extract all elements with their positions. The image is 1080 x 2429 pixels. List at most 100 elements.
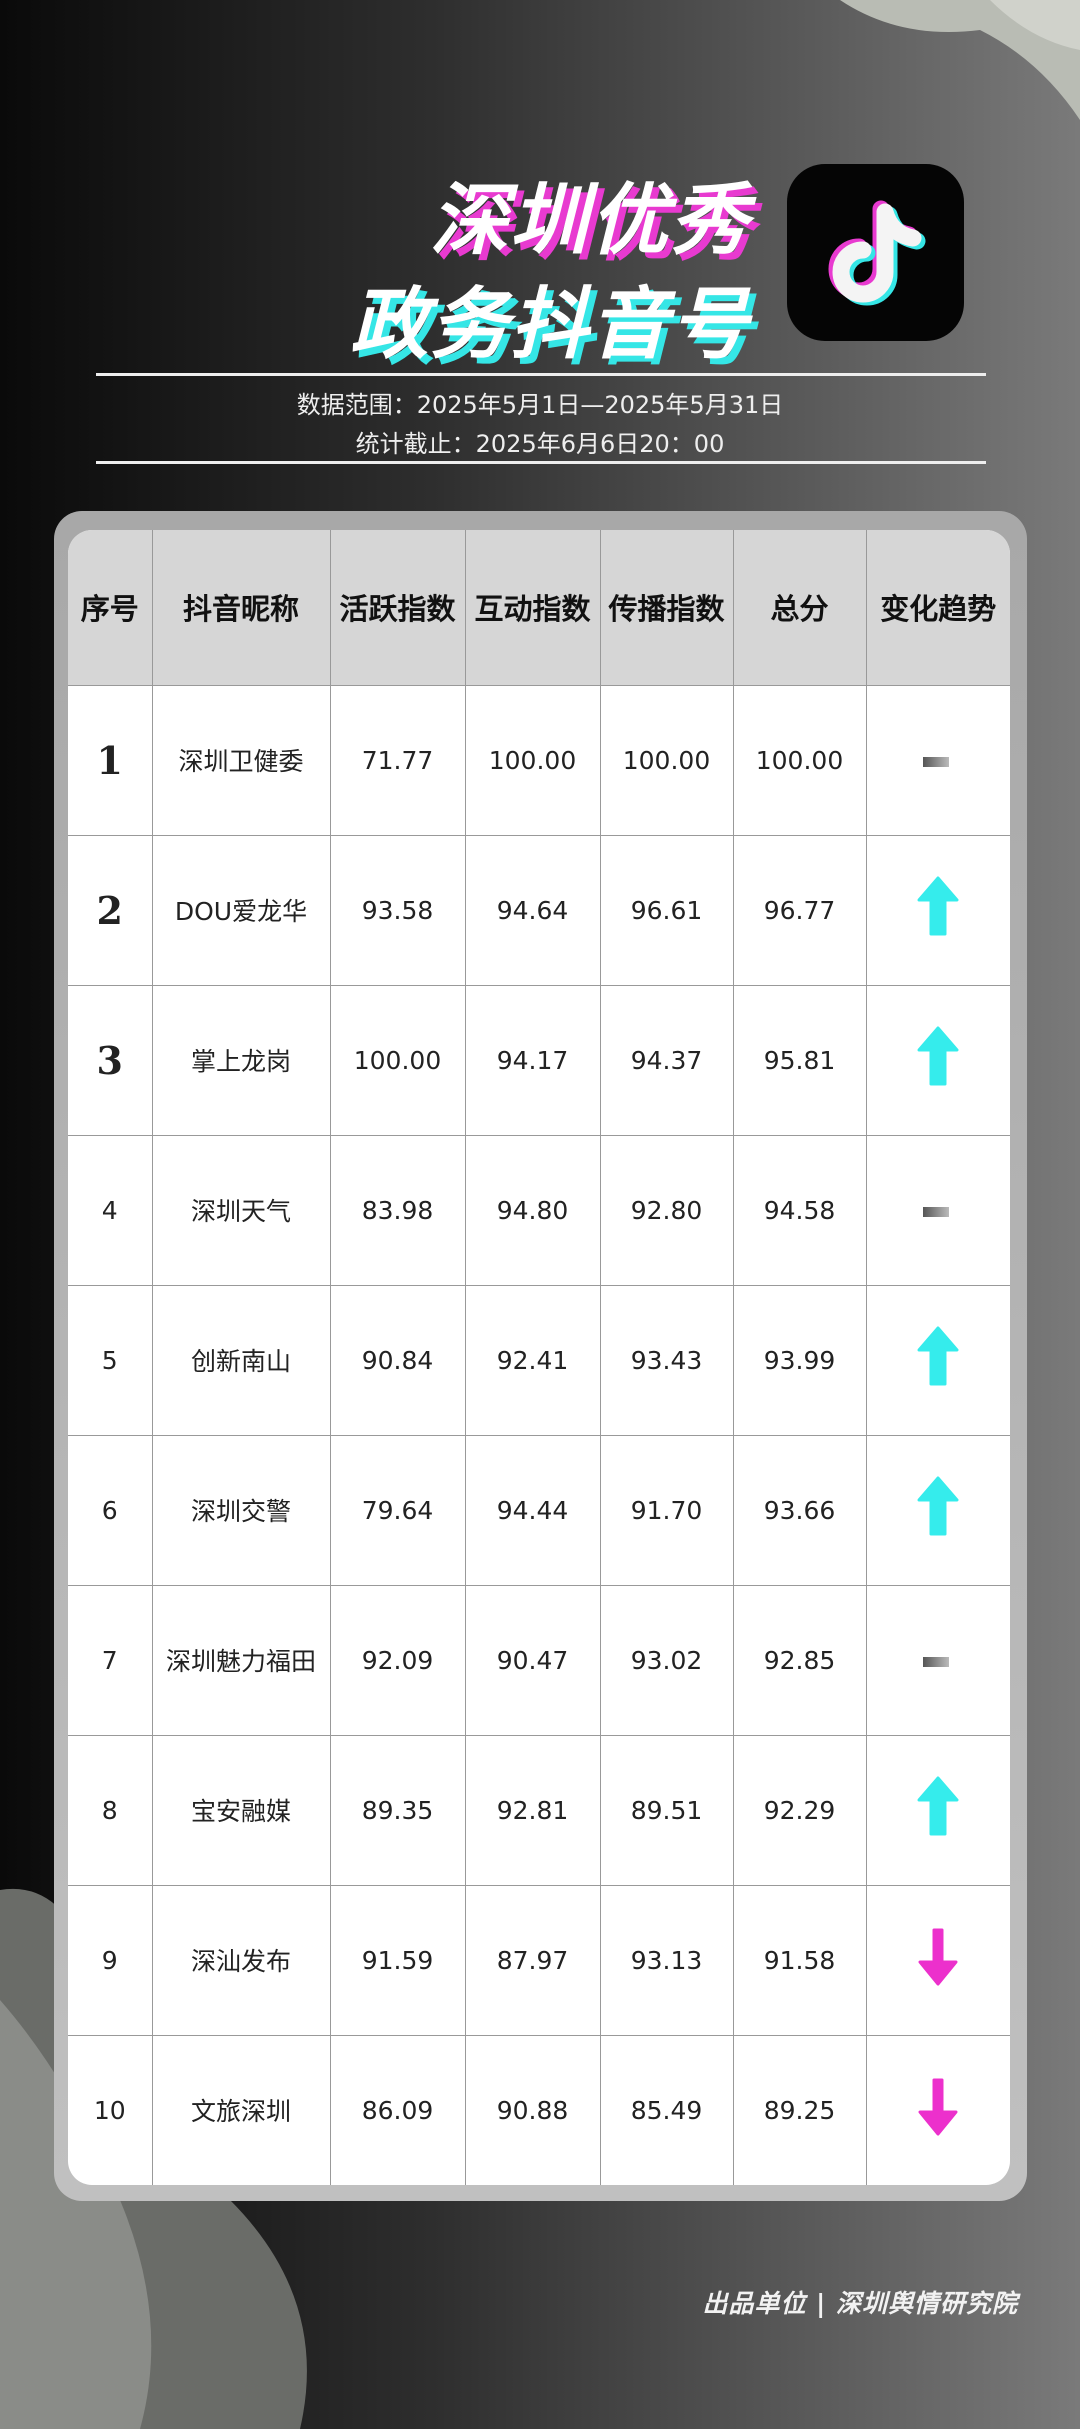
spread-index-cell: 91.70 [599, 1434, 734, 1586]
spread-index-cell: 89.51 [599, 1734, 734, 1886]
data-range: 数据范围：2025年5月1日—2025年5月31日 [296, 391, 784, 419]
trend-cell [865, 1884, 1010, 2036]
active-index-cell: 71.77 [329, 684, 466, 836]
rank-cell: 1 [68, 684, 153, 836]
active-index-cell: 83.98 [329, 1134, 466, 1286]
trend-cell [865, 2034, 1010, 2185]
name-cell: 深汕发布 [151, 1884, 331, 2036]
total-score-cell: 94.58 [732, 1134, 867, 1286]
rank-cell: 8 [68, 1734, 153, 1886]
total-score-cell: 95.81 [732, 984, 867, 1136]
interaction-index-cell: 90.88 [464, 2034, 601, 2185]
table-row: 2 DOU爱龙华 93.58 94.64 96.61 96.77 [68, 834, 1010, 986]
up-arrow-icon [917, 876, 959, 936]
table-row: 7 深圳魅力福田 92.09 90.47 93.02 92.85 [68, 1584, 1010, 1736]
table-row: 9 深汕发布 91.59 87.97 93.13 91.58 [68, 1884, 1010, 2036]
name-cell: 掌上龙岗 [151, 984, 331, 1136]
table-row: 4 深圳天气 83.98 94.80 92.80 94.58 [68, 1134, 1010, 1286]
name-cell: 创新南山 [151, 1284, 331, 1436]
spread-index-cell: 93.13 [599, 1884, 734, 2036]
table-row: 10 文旅深圳 86.09 90.88 85.49 89.25 [68, 2034, 1010, 2185]
table-row: 8 宝安融媒 89.35 92.81 89.51 92.29 [68, 1734, 1010, 1886]
interaction-index-cell: 94.80 [464, 1134, 601, 1286]
trend-cell [865, 834, 1010, 986]
active-index-cell: 100.00 [329, 984, 466, 1136]
flat-dash-icon [923, 756, 950, 767]
publisher-credit: 出品单位 | 深圳舆情研究院 [702, 2289, 1018, 2318]
column-header: 抖音昵称 [151, 530, 331, 686]
interaction-index-cell: 90.47 [464, 1584, 601, 1736]
table-row: 3 掌上龙岗 100.00 94.17 94.37 95.81 [68, 984, 1010, 1136]
rank-cell: 5 [68, 1284, 153, 1436]
spread-index-cell: 93.43 [599, 1284, 734, 1436]
trend-cell [865, 1134, 1010, 1286]
total-score-cell: 93.66 [732, 1434, 867, 1586]
total-score-cell: 89.25 [732, 2034, 867, 2185]
flat-dash-icon [923, 1206, 950, 1217]
up-arrow-icon [917, 1476, 959, 1536]
down-arrow-icon [918, 1928, 958, 1986]
total-score-cell: 92.85 [732, 1584, 867, 1736]
spread-index-cell: 92.80 [599, 1134, 734, 1286]
up-arrow-icon [917, 1776, 959, 1836]
ranking-table: 序号 抖音昵称 活跃指数 互动指数 传播指数 总分 变化趋势 1 深圳卫健委 71.77 100.… [68, 530, 1010, 2185]
spread-index-cell: 85.49 [599, 2034, 734, 2185]
active-index-cell: 89.35 [329, 1734, 466, 1886]
interaction-index-cell: 92.41 [464, 1284, 601, 1436]
name-cell: 宝安融媒 [151, 1734, 331, 1886]
interaction-index-cell: 94.64 [464, 834, 601, 986]
table-row: 1 深圳卫健委 71.77 100.00 100.00 100.00 [68, 684, 1010, 836]
trend-cell [865, 1734, 1010, 1886]
total-score-cell: 100.00 [732, 684, 867, 836]
spread-index-cell: 94.37 [599, 984, 734, 1136]
trend-cell [865, 1284, 1010, 1436]
active-index-cell: 92.09 [329, 1584, 466, 1736]
name-cell: 深圳魅力福田 [151, 1584, 331, 1736]
name-cell: 深圳天气 [151, 1134, 331, 1286]
active-index-cell: 91.59 [329, 1884, 466, 2036]
rank-cell: 4 [68, 1134, 153, 1286]
douyin-logo-icon [787, 164, 964, 341]
spread-index-cell: 96.61 [599, 834, 734, 986]
trend-cell [865, 1584, 1010, 1736]
total-score-cell: 93.99 [732, 1284, 867, 1436]
interaction-index-cell: 94.44 [464, 1434, 601, 1586]
up-arrow-icon [917, 1026, 959, 1086]
column-header: 传播指数 [599, 530, 734, 686]
cutoff-time: 统计截止：2025年6月6日20：00 [355, 430, 725, 458]
active-index-cell: 86.09 [329, 2034, 466, 2185]
rank-cell: 3 [68, 984, 153, 1136]
interaction-index-cell: 100.00 [464, 684, 601, 836]
table-row: 6 深圳交警 79.64 94.44 91.70 93.66 [68, 1434, 1010, 1586]
total-score-cell: 91.58 [732, 1884, 867, 2036]
name-cell: 深圳交警 [151, 1434, 331, 1586]
down-arrow-icon [918, 2078, 958, 2136]
name-cell: 深圳卫健委 [151, 684, 331, 836]
rank-cell: 6 [68, 1434, 153, 1586]
flat-dash-icon [923, 1656, 950, 1667]
trend-cell [865, 984, 1010, 1136]
column-header: 互动指数 [464, 530, 601, 686]
interaction-index-cell: 94.17 [464, 984, 601, 1136]
column-header: 变化趋势 [865, 530, 1010, 686]
title-line-1: 深圳优秀 [429, 176, 750, 266]
trend-cell [865, 684, 1010, 836]
column-header: 序号 [68, 530, 153, 686]
table-row: 5 创新南山 90.84 92.41 93.43 93.99 [68, 1284, 1010, 1436]
column-header: 总分 [732, 530, 867, 686]
interaction-index-cell: 92.81 [464, 1734, 601, 1886]
column-header: 活跃指数 [329, 530, 466, 686]
name-cell: DOU爱龙华 [151, 834, 331, 986]
title-line-2: 政务抖音号 [349, 280, 750, 370]
name-cell: 文旅深圳 [151, 2034, 331, 2185]
rank-cell: 2 [68, 834, 153, 986]
rank-cell: 7 [68, 1584, 153, 1736]
spread-index-cell: 100.00 [599, 684, 734, 836]
spread-index-cell: 93.02 [599, 1584, 734, 1736]
active-index-cell: 93.58 [329, 834, 466, 986]
rank-cell: 10 [68, 2034, 153, 2185]
total-score-cell: 92.29 [732, 1734, 867, 1886]
divider-top [96, 373, 986, 376]
interaction-index-cell: 87.97 [464, 1884, 601, 2036]
active-index-cell: 79.64 [329, 1434, 466, 1586]
